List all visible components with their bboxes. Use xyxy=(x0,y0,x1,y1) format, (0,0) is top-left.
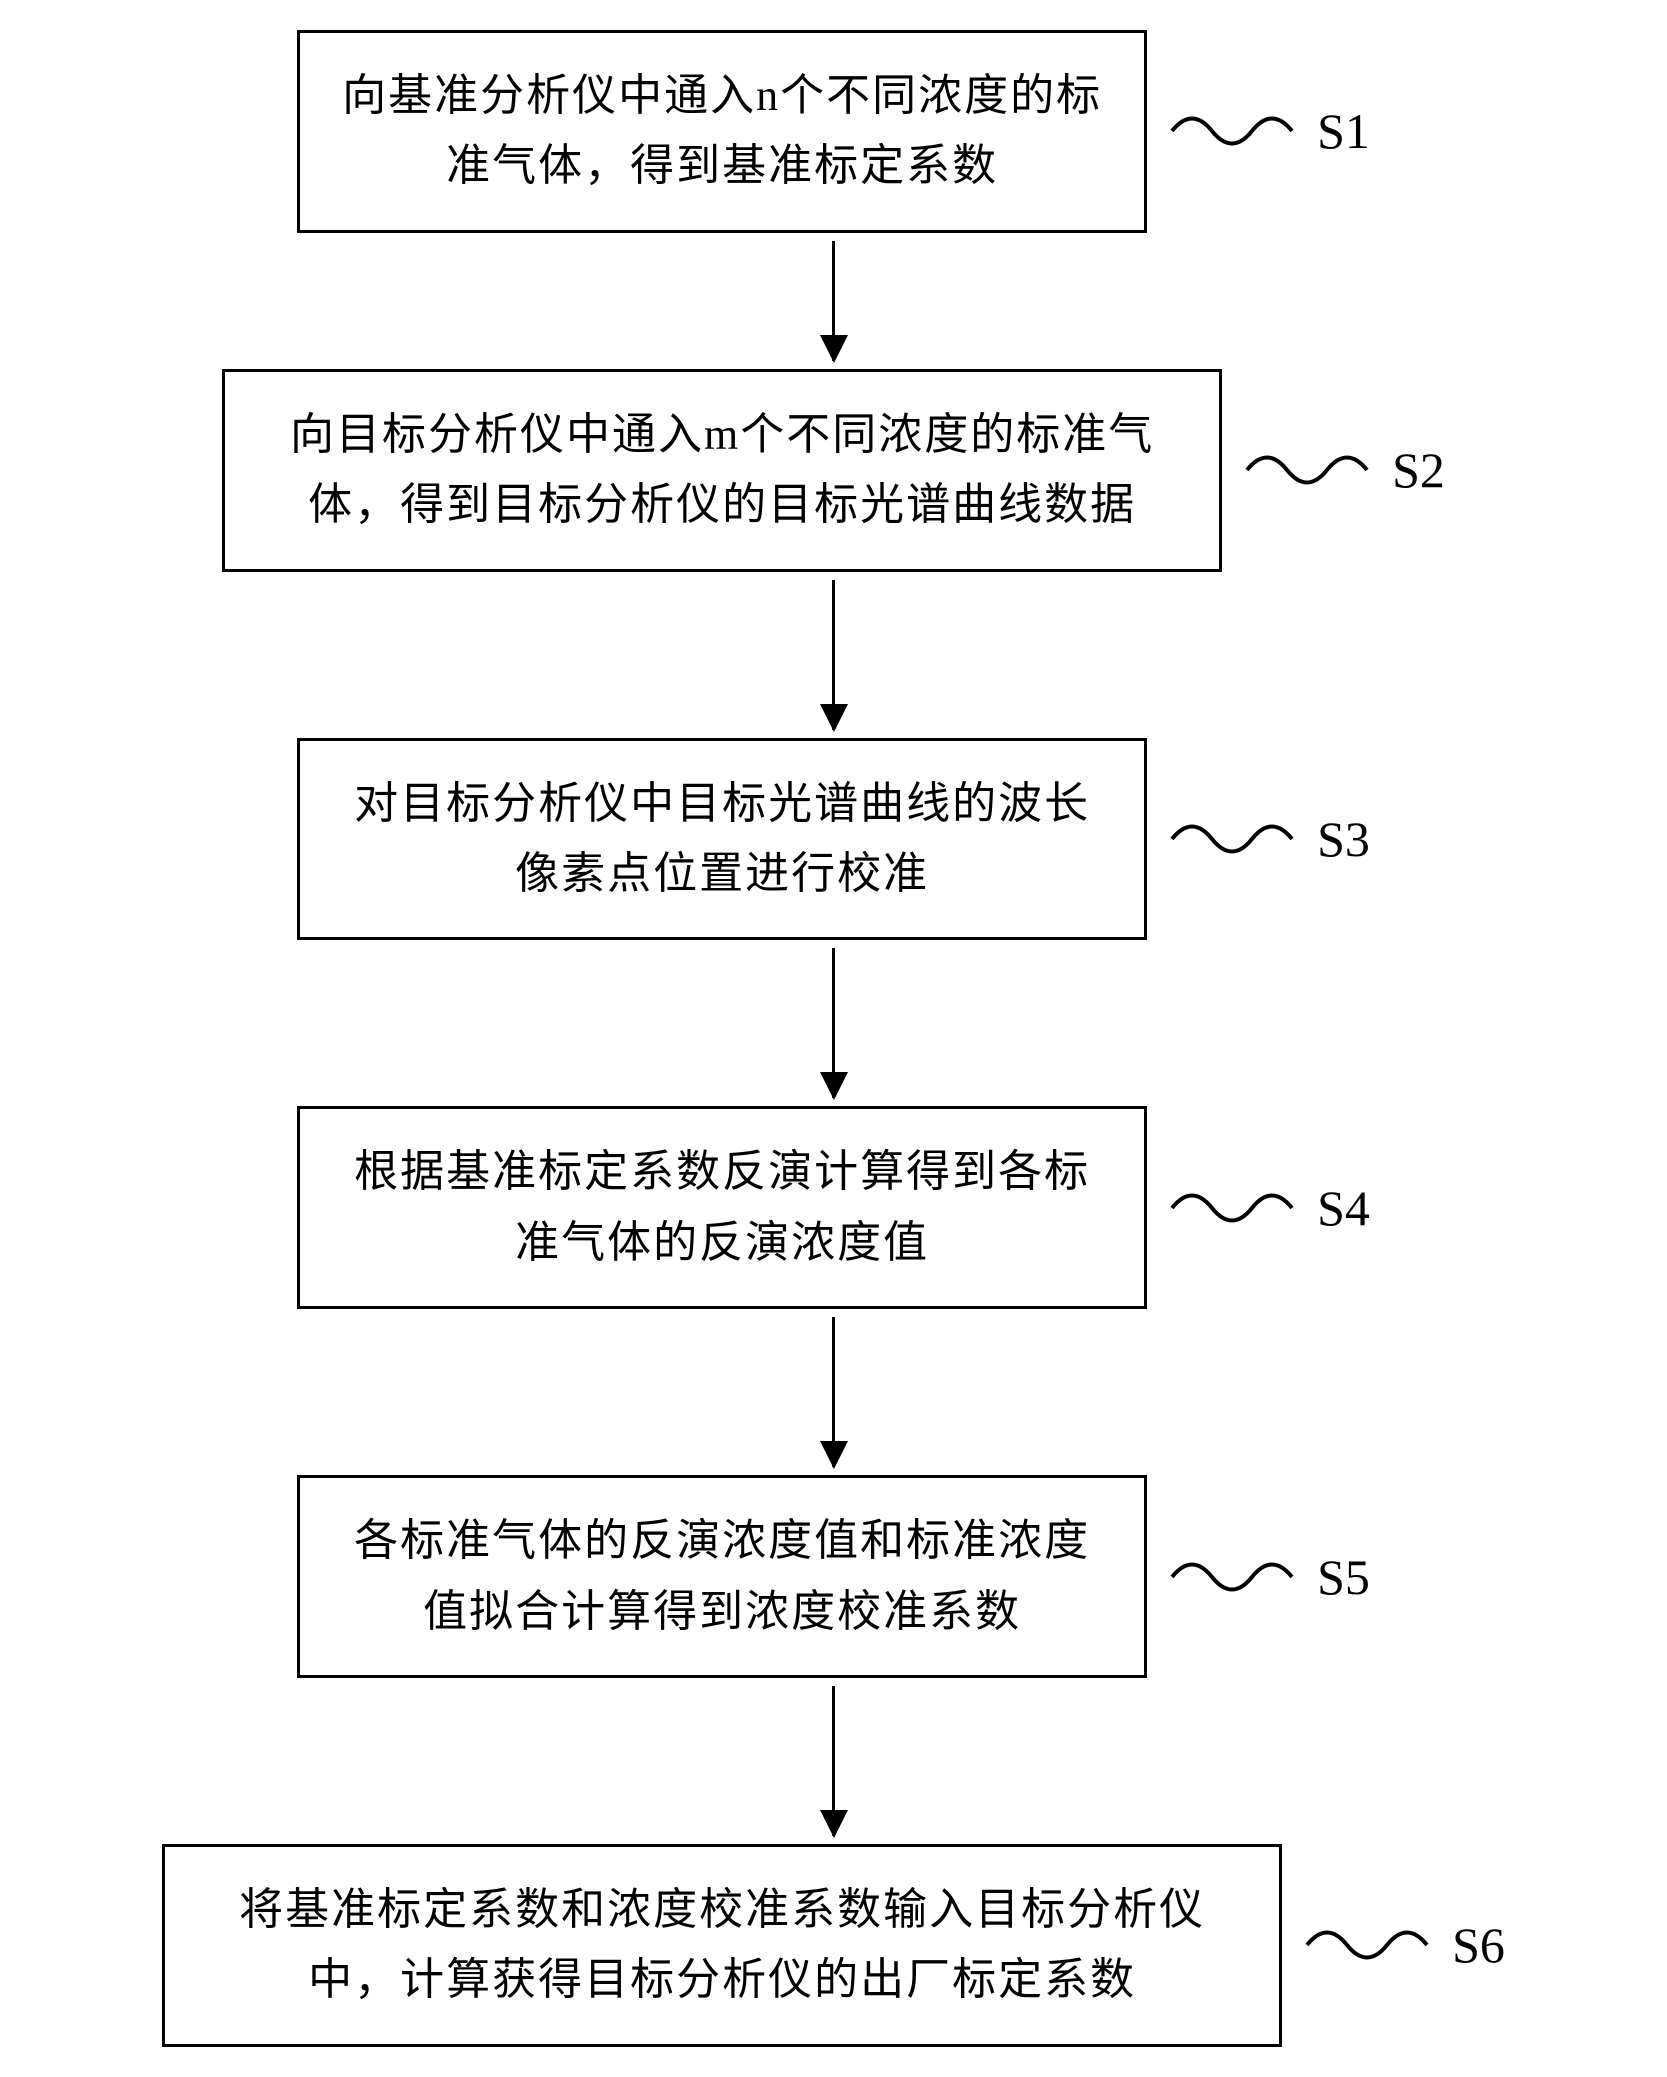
squiggle-icon xyxy=(1167,101,1297,161)
step-label-s2: S2 xyxy=(1392,441,1445,499)
step-label-s4: S4 xyxy=(1317,1179,1370,1237)
step-row-s3: 对目标分析仪中目标光谱曲线的波长像素点位置进行校准 S3 xyxy=(34,738,1634,941)
step-text-s1: 向基准分析仪中通入n个不同浓度的标准气体，得到基准标定系数 xyxy=(340,61,1104,202)
squiggle-icon xyxy=(1302,1915,1432,1975)
step-text-s3: 对目标分析仪中目标光谱曲线的波长像素点位置进行校准 xyxy=(340,769,1104,910)
label-wrap-s6: S6 xyxy=(1302,1915,1505,1975)
arrow-s2-s3 xyxy=(832,580,835,730)
arrow-s4-s5 xyxy=(832,1317,835,1467)
step-box-s4: 根据基准标定系数反演计算得到各标准气体的反演浓度值 xyxy=(297,1106,1147,1309)
step-label-s1: S1 xyxy=(1317,102,1370,160)
squiggle-icon xyxy=(1242,440,1372,500)
step-box-s3: 对目标分析仪中目标光谱曲线的波长像素点位置进行校准 xyxy=(297,738,1147,941)
squiggle-icon xyxy=(1167,1178,1297,1238)
step-text-s6: 将基准标定系数和浓度校准系数输入目标分析仪中，计算获得目标分析仪的出厂标定系数 xyxy=(205,1875,1239,2016)
step-box-s5: 各标准气体的反演浓度值和标准浓度值拟合计算得到浓度校准系数 xyxy=(297,1475,1147,1678)
label-wrap-s5: S5 xyxy=(1167,1547,1370,1607)
step-box-s2: 向目标分析仪中通入m个不同浓度的标准气体，得到目标分析仪的目标光谱曲线数据 xyxy=(222,369,1222,572)
label-wrap-s1: S1 xyxy=(1167,101,1370,161)
step-row-s5: 各标准气体的反演浓度值和标准浓度值拟合计算得到浓度校准系数 S5 xyxy=(34,1475,1634,1678)
step-box-s1: 向基准分析仪中通入n个不同浓度的标准气体，得到基准标定系数 xyxy=(297,30,1147,233)
label-wrap-s3: S3 xyxy=(1167,809,1370,869)
step-text-s5: 各标准气体的反演浓度值和标准浓度值拟合计算得到浓度校准系数 xyxy=(340,1506,1104,1647)
arrow-s3-s4 xyxy=(832,948,835,1098)
label-wrap-s4: S4 xyxy=(1167,1178,1370,1238)
squiggle-icon xyxy=(1167,809,1297,869)
squiggle-icon xyxy=(1167,1547,1297,1607)
step-row-s6: 将基准标定系数和浓度校准系数输入目标分析仪中，计算获得目标分析仪的出厂标定系数 … xyxy=(34,1844,1634,2047)
arrow-s5-s6 xyxy=(832,1686,835,1836)
step-box-s6: 将基准标定系数和浓度校准系数输入目标分析仪中，计算获得目标分析仪的出厂标定系数 xyxy=(162,1844,1282,2047)
step-row-s2: 向目标分析仪中通入m个不同浓度的标准气体，得到目标分析仪的目标光谱曲线数据 S2 xyxy=(34,369,1634,572)
step-label-s3: S3 xyxy=(1317,810,1370,868)
step-label-s5: S5 xyxy=(1317,1548,1370,1606)
step-row-s1: 向基准分析仪中通入n个不同浓度的标准气体，得到基准标定系数 S1 xyxy=(34,30,1634,233)
step-row-s4: 根据基准标定系数反演计算得到各标准气体的反演浓度值 S4 xyxy=(34,1106,1634,1309)
arrow-s1-s2 xyxy=(832,241,835,361)
step-text-s2: 向目标分析仪中通入m个不同浓度的标准气体，得到目标分析仪的目标光谱曲线数据 xyxy=(265,400,1179,541)
label-wrap-s2: S2 xyxy=(1242,440,1445,500)
flowchart-container: 向基准分析仪中通入n个不同浓度的标准气体，得到基准标定系数 S1 向目标分析仪中… xyxy=(34,30,1634,2047)
step-text-s4: 根据基准标定系数反演计算得到各标准气体的反演浓度值 xyxy=(340,1137,1104,1278)
step-label-s6: S6 xyxy=(1452,1916,1505,1974)
